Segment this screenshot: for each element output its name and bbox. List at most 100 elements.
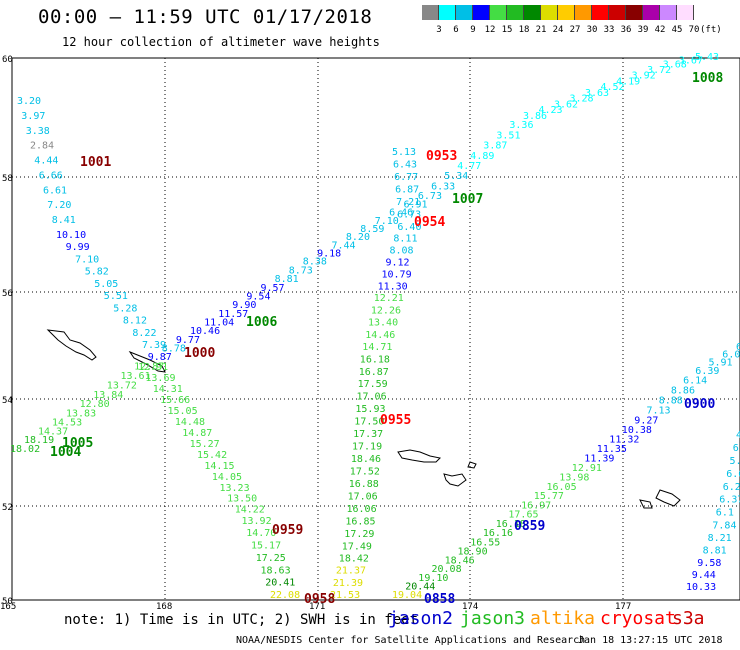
scale-label: 36 xyxy=(620,25,632,35)
scale-label: 3 xyxy=(436,25,442,35)
lat-label: 56 xyxy=(2,289,13,299)
swh-label: 6.43 xyxy=(393,160,417,171)
swh-label: 17.59 xyxy=(358,379,388,390)
swh-label: 15.17 xyxy=(251,541,281,552)
swh-label: 8.78 xyxy=(162,344,186,355)
swh-label: 7.20 xyxy=(47,200,71,211)
scale-label: 12 xyxy=(484,25,496,35)
swh-label: 11.35 xyxy=(597,444,627,455)
swh-label: 8.11 xyxy=(393,234,417,245)
lat-label: 58 xyxy=(2,174,13,184)
swh-label: 6.07 xyxy=(736,342,740,353)
swh-label: 22.08 xyxy=(270,590,300,601)
swh-label: 6.39 xyxy=(695,366,719,377)
swh-label: 3.67 xyxy=(679,56,703,67)
swh-label: 17.06 xyxy=(357,392,387,403)
swh-label: 5.6 xyxy=(730,456,740,467)
swh-label: 8.20 xyxy=(346,232,370,243)
swh-label: 6.77 xyxy=(394,172,418,183)
swh-label: 5.34 xyxy=(444,171,468,182)
swh-label: 18.02 xyxy=(10,444,40,455)
swh-label: 3.68 xyxy=(663,59,687,70)
swh-label: 20.44 xyxy=(405,581,435,592)
swh-label: 6.33 xyxy=(431,181,455,192)
scale-label: 6 xyxy=(453,25,459,35)
swh-label: 4.19 xyxy=(616,76,640,87)
swh-label: 10.10 xyxy=(56,230,86,241)
swh-label: 6.14 xyxy=(683,376,707,387)
time-tag: 1008 xyxy=(692,71,723,86)
scale-label: 27 xyxy=(569,25,581,35)
scale-swatch xyxy=(677,5,694,20)
time-tag: 0955 xyxy=(380,413,411,428)
scale-label: 42 xyxy=(654,25,666,35)
scale-label: 45 xyxy=(671,25,683,35)
swh-label: 16.88 xyxy=(349,479,379,490)
swh-label: 16.16 xyxy=(483,528,513,539)
swh-label: 3.87 xyxy=(483,141,507,152)
swh-label: 16.55 xyxy=(470,537,500,548)
time-tag: 0900 xyxy=(684,397,715,412)
swh-label: 9.44 xyxy=(692,570,716,581)
swh-label: 18.42 xyxy=(339,554,369,565)
swh-label: 6.61 xyxy=(43,185,67,196)
swh-label: 8.81 xyxy=(275,274,299,285)
swh-label: 5.13 xyxy=(392,147,416,158)
scale-swatch xyxy=(558,5,575,20)
swh-label: 9.27 xyxy=(634,415,658,426)
swh-label: 7.84 xyxy=(712,521,736,532)
swh-label: 4.44 xyxy=(34,156,58,167)
swh-label: 6.66 xyxy=(39,171,63,182)
swh-label: 4.52 xyxy=(601,82,625,93)
scale-swatch xyxy=(473,5,490,20)
swh-label: 15.42 xyxy=(197,450,227,461)
swh-label: 6.60 xyxy=(726,469,740,480)
swh-label: 17.52 xyxy=(350,467,380,478)
scale-swatch xyxy=(524,5,541,20)
swh-label: 16.18 xyxy=(496,519,526,530)
swh-label: 7.44 xyxy=(332,240,356,251)
swh-label: 14.70 xyxy=(246,528,276,539)
swh-label: 11.39 xyxy=(584,454,614,465)
swh-label: 3.51 xyxy=(496,130,520,141)
swh-label: 3.38 xyxy=(26,126,50,137)
swh-label: 9.57 xyxy=(261,283,285,294)
swh-label: 15.93 xyxy=(355,404,385,415)
swh-label: 7.21 xyxy=(396,197,420,208)
swh-label: 15.77 xyxy=(534,491,564,502)
scale-swatch xyxy=(422,5,439,20)
swh-label: 8.08 xyxy=(390,246,414,257)
lat-label: 54 xyxy=(2,396,13,406)
swh-label: 3.97 xyxy=(21,111,45,122)
swh-label: 16.97 xyxy=(521,500,551,511)
swh-label: 17.65 xyxy=(508,510,538,521)
scale-swatch xyxy=(507,5,524,20)
swh-label: 11.57 xyxy=(218,309,248,320)
page-title: 00:00 – 11:59 UTC 01/17/2018 xyxy=(38,6,373,28)
time-tag: 1006 xyxy=(246,315,277,330)
time-tag: 0953 xyxy=(426,149,457,164)
swh-label: 5.43 xyxy=(695,52,719,63)
swh-label: 10.38 xyxy=(622,425,652,436)
swh-label: 18.90 xyxy=(458,547,488,558)
swh-label: 6.91 xyxy=(404,199,428,210)
legend-item-jason2: jason2 xyxy=(388,608,454,629)
swh-label: 14.87 xyxy=(182,428,212,439)
time-tag: 1000 xyxy=(184,346,215,361)
swh-label: 14.05 xyxy=(212,472,242,483)
island-st-matthew xyxy=(397,449,442,463)
swh-label: 7.10 xyxy=(75,255,99,266)
swh-label: 16.05 xyxy=(547,482,577,493)
swh-label: 6.24 xyxy=(723,482,740,493)
swh-label: 13.61 xyxy=(121,371,151,382)
swh-label: 3.36 xyxy=(509,120,533,131)
swh-label: 9.54 xyxy=(246,292,270,303)
scale-unit: (ft) xyxy=(700,25,722,35)
swh-label: 16.87 xyxy=(359,367,389,378)
swh-label: 13.84 xyxy=(93,390,123,401)
lon-label: 165 xyxy=(0,602,16,610)
swh-label: 6.46 xyxy=(389,208,413,219)
swh-label: 18.63 xyxy=(261,565,291,576)
swh-label: 6.37 xyxy=(719,495,740,506)
